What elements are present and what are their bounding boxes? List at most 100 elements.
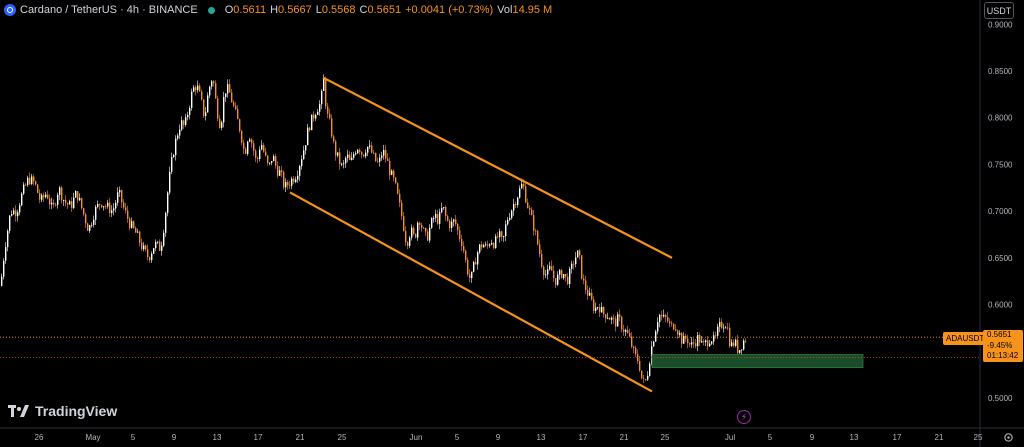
currency-button[interactable]: USDT [984,2,1014,19]
candle-body [641,370,643,379]
candle-body [703,341,705,343]
candle-body [535,230,537,232]
flash-icon[interactable]: ⚡ [737,410,751,424]
candle-body [495,236,497,248]
candle-body [519,188,521,198]
y-tick-label: 0.8000 [988,114,1013,123]
candle-body [551,266,553,271]
candle-body [273,156,275,162]
symbol-price-tag: ADAUSDT [943,332,988,345]
candle-body [73,197,75,209]
candle-body [379,157,381,162]
candle-body [43,195,45,198]
y-tick-label: 0.5000 [988,394,1013,403]
candle-body [565,274,567,277]
candle-body [405,230,407,243]
candle-body [409,237,411,246]
candle-body [633,346,635,348]
candle-body [493,243,495,248]
candle-body [515,203,517,205]
candle-body [717,326,719,336]
candle-body [743,340,745,350]
x-tick-label: Jun [410,433,423,442]
candle-body [699,335,701,343]
candle-body [719,321,721,327]
candle-body [17,212,19,217]
candle-body [371,145,373,153]
candle-body [529,208,531,210]
candle-body [579,250,581,256]
candle-body [413,227,415,234]
candle-body [39,193,41,200]
candle-body [85,214,87,224]
candle-body [507,219,509,225]
candle-body [459,230,461,240]
overlays [0,76,980,393]
candle-body [365,152,367,157]
candle-body [305,145,307,151]
candle-body [75,191,77,198]
candle-body [249,139,251,142]
x-tick-label: Jul [725,433,735,442]
candle-body [311,114,313,131]
candle-body [301,159,303,167]
candle-body [373,152,375,154]
candle-body [107,202,109,207]
candle-body [741,349,743,351]
last-price-change: -9.45% [987,340,1013,350]
candle-body [101,204,103,208]
close-value: 0.5651 [367,4,402,16]
candle-body [465,250,467,260]
candle-body [689,343,691,345]
candle-body [79,198,81,201]
gear-icon[interactable] [1003,432,1014,443]
candle-body [663,314,665,317]
candle-body [727,327,729,329]
x-tick-label: May [85,433,100,442]
candle-body [219,118,221,128]
candle-body [571,263,573,269]
candle-body [147,249,149,258]
candle-body [419,222,421,225]
candle-body [5,247,7,261]
candle-body [243,142,245,149]
x-tick-label: 5 [455,433,460,442]
candle-body [499,231,501,238]
x-tick-label: 5 [768,433,773,442]
candle-body [591,292,593,300]
candle-body [447,216,449,221]
candle-body [183,120,185,125]
candle-body [677,330,679,335]
candle-body [31,176,33,184]
y-tick-label: 0.6500 [988,254,1013,263]
candle-body [629,333,631,337]
candle-body [167,192,169,213]
candle-body [129,218,131,228]
candle-body [479,244,481,253]
candle-body [263,145,265,152]
candle-body [289,185,291,187]
tradingview-logo-icon [8,404,29,417]
candle-body [125,207,127,211]
candle-body [609,317,611,320]
candle-body [597,307,599,309]
candle-body [545,274,547,276]
candle-body [145,245,147,250]
tradingview-logo[interactable]: TradingView [8,403,117,419]
candle-body [137,231,139,233]
candle-body [345,157,347,164]
candle-body [357,149,359,154]
candle-body [429,227,431,241]
candle-body [127,210,129,219]
symbol-title[interactable]: Cardano / TetherUS · 4h · BINANCE [20,4,198,16]
candle-body [33,176,35,182]
candle-body [439,212,441,224]
candle-body [239,119,241,132]
candle-body [723,327,725,329]
candle-body [707,340,709,347]
candle-body [621,316,623,330]
candle-body [329,113,331,119]
candle-body [287,182,289,186]
candle-body [339,152,341,165]
